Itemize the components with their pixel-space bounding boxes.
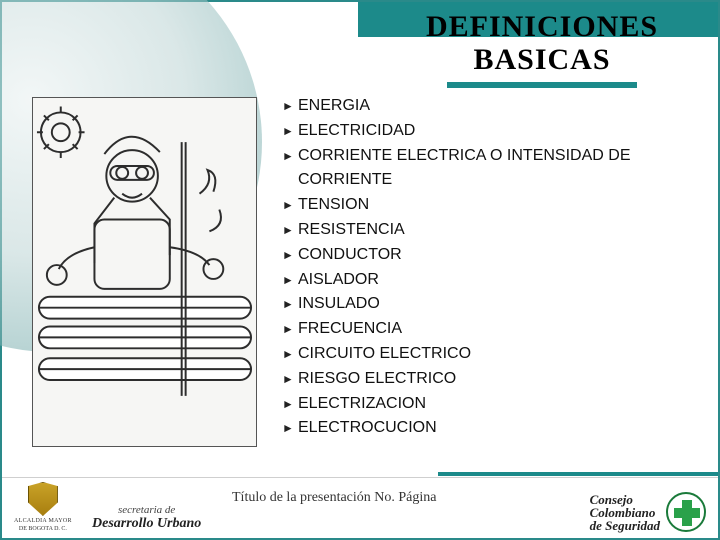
bullet-arrow-icon: ► (282, 193, 298, 215)
list-item: ►CORRIENTE ELECTRICA O INTENSIDAD DE COR… (282, 144, 702, 194)
list-item-label: CORRIENTE ELECTRICA O INTENSIDAD DE CORR… (298, 144, 702, 194)
list-item-label: AISLADOR (298, 268, 702, 293)
slide-title: DEFINICIONES BASICAS (392, 10, 692, 88)
list-item-label: ENERGIA (298, 94, 702, 119)
list-item: ►ENERGIA (282, 94, 702, 119)
list-item: ►RESISTENCIA (282, 218, 702, 243)
logo-alcaldia-line1: ALCALDIA MAYOR (14, 518, 72, 524)
bullet-arrow-icon: ► (282, 292, 298, 314)
logo-consejo: Consejo Colombiano de Seguridad (590, 492, 706, 532)
list-item-label: FRECUENCIA (298, 317, 702, 342)
list-item-label: CONDUCTOR (298, 243, 702, 268)
list-item: ►RIESGO ELECTRICO (282, 367, 702, 392)
list-item: ►FRECUENCIA (282, 317, 702, 342)
list-item-label: ELECTRIZACION (298, 392, 702, 417)
bullet-arrow-icon: ► (282, 268, 298, 290)
list-item-label: RIESGO ELECTRICO (298, 367, 702, 392)
slide-root: DEFINICIONES BASICAS (0, 0, 720, 540)
shield-icon (28, 482, 58, 516)
bullet-arrow-icon: ► (282, 218, 298, 240)
logo-consejo-text: Consejo Colombiano de Seguridad (590, 493, 660, 532)
bullet-arrow-icon: ► (282, 119, 298, 141)
illustration-panel (32, 97, 257, 447)
list-item: ►AISLADOR (282, 268, 702, 293)
list-item: ►ELECTROCUCION (282, 416, 702, 441)
title-line2: BASICAS (473, 43, 610, 76)
bullet-arrow-icon: ► (282, 367, 298, 389)
logo-desarrollo-line2: Desarrollo Urbano (92, 516, 201, 532)
list-item-label: ELECTROCUCION (298, 416, 702, 441)
footer-accent-bar (438, 472, 718, 476)
logo-desarrollo-line1: secretaria de (118, 504, 175, 516)
logo-consejo-line1: Consejo (590, 493, 660, 506)
bullet-arrow-icon: ► (282, 144, 298, 166)
list-item: ►CIRCUITO ELECTRICO (282, 342, 702, 367)
logo-consejo-line2: Colombiano (590, 506, 660, 519)
bullet-arrow-icon: ► (282, 94, 298, 116)
list-item: ►INSULADO (282, 292, 702, 317)
list-item: ►ELECTRIZACION (282, 392, 702, 417)
bullet-arrow-icon: ► (282, 243, 298, 265)
title-text: DEFINICIONES BASICAS (392, 10, 692, 76)
list-item: ►TENSION (282, 193, 702, 218)
logo-alcaldia: ALCALDIA MAYOR DE BOGOTA D. C. (14, 482, 72, 532)
title-line1: DEFINICIONES (426, 10, 658, 43)
safety-cross-icon (666, 492, 706, 532)
logo-consejo-line3: de Seguridad (590, 519, 660, 532)
definitions-list: ►ENERGIA►ELECTRICIDAD►CORRIENTE ELECTRIC… (282, 94, 702, 441)
title-underline (447, 82, 637, 88)
bullet-arrow-icon: ► (282, 392, 298, 414)
list-item: ►ELECTRICIDAD (282, 119, 702, 144)
list-item-label: TENSION (298, 193, 702, 218)
bullet-arrow-icon: ► (282, 342, 298, 364)
list-item-label: INSULADO (298, 292, 702, 317)
logo-desarrollo: secretaria de Desarrollo Urbano (92, 504, 201, 532)
footer-separator (2, 477, 718, 478)
worker-illustration-icon (33, 98, 256, 446)
list-item: ►CONDUCTOR (282, 243, 702, 268)
bullet-arrow-icon: ► (282, 317, 298, 339)
logo-alcaldia-line2: DE BOGOTA D. C. (19, 526, 67, 532)
footer-title: Título de la presentación No. Página (232, 490, 437, 506)
list-item-label: RESISTENCIA (298, 218, 702, 243)
list-item-label: ELECTRICIDAD (298, 119, 702, 144)
list-item-label: CIRCUITO ELECTRICO (298, 342, 702, 367)
bullet-arrow-icon: ► (282, 416, 298, 438)
